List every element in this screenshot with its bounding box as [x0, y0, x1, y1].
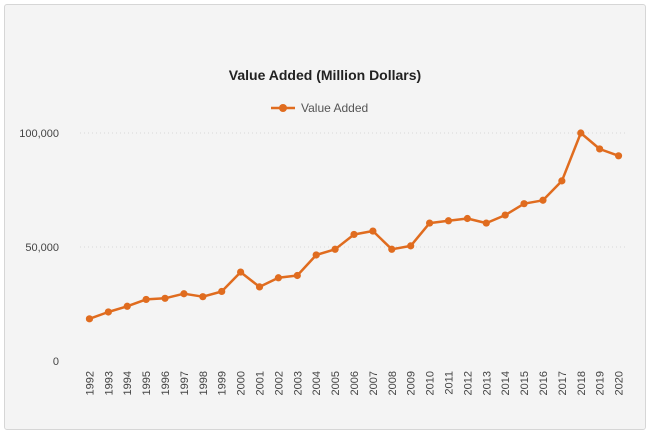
x-tick-label: 2015: [519, 371, 531, 395]
x-tick-label: 2001: [255, 371, 267, 395]
data-point[interactable]: [312, 251, 320, 259]
data-point[interactable]: [293, 271, 301, 280]
chart-title: Value Added (Million Dollars): [229, 67, 421, 83]
x-tick-label: 1998: [198, 371, 210, 395]
data-point[interactable]: [161, 294, 169, 302]
data-point[interactable]: [104, 308, 112, 316]
series-value-added: [85, 129, 623, 323]
data-point[interactable]: [614, 152, 623, 160]
data-point[interactable]: [218, 287, 226, 296]
data-point[interactable]: [237, 268, 245, 276]
x-tick-label: 1992: [84, 371, 96, 395]
data-point[interactable]: [123, 302, 131, 310]
x-tick-label: 2007: [368, 371, 380, 395]
x-tick-label: 2012: [462, 371, 474, 395]
data-point[interactable]: [180, 290, 188, 298]
data-point[interactable]: [369, 227, 377, 235]
x-tick-label: 2005: [330, 371, 342, 395]
y-axis-ticks: 0 50,000 100,000: [19, 128, 59, 368]
x-tick-label: 1994: [122, 371, 134, 395]
x-tick-label: 2004: [311, 371, 323, 395]
x-tick-label: 1996: [160, 371, 172, 395]
y-tick-label: 50,000: [25, 242, 59, 254]
chart-frame: Value Added (Million Dollars) Value Adde…: [4, 4, 646, 430]
x-tick-label: 1995: [141, 371, 153, 395]
x-tick-label: 2011: [443, 371, 455, 395]
data-point[interactable]: [520, 200, 528, 208]
x-tick-label: 1999: [217, 371, 229, 395]
x-tick-label: 2018: [576, 371, 588, 395]
gridlines: [80, 132, 628, 248]
data-point[interactable]: [331, 245, 339, 253]
x-tick-label: 2008: [387, 371, 399, 395]
data-point[interactable]: [463, 214, 471, 223]
data-point[interactable]: [482, 219, 490, 227]
x-tick-label: 2016: [538, 371, 550, 395]
x-axis-ticks: 1992 1993 1994 1995 1996 1997 1998 1999 2000 2001…: [84, 371, 625, 395]
data-point[interactable]: [577, 129, 585, 137]
data-point[interactable]: [444, 217, 453, 225]
series-line: [88, 131, 620, 320]
x-tick-label: 2020: [614, 371, 626, 395]
y-tick-label: 100,000: [19, 128, 59, 140]
x-tick-label: 2006: [349, 371, 361, 395]
x-tick-label: 1993: [103, 371, 115, 395]
data-point[interactable]: [85, 315, 94, 323]
x-tick-label: 2002: [273, 371, 285, 395]
x-tick-label: 2017: [557, 371, 569, 395]
data-point[interactable]: [255, 283, 264, 291]
x-tick-label: 2010: [425, 371, 437, 395]
legend[interactable]: Value Added: [271, 101, 368, 115]
legend-label: Value Added: [301, 101, 368, 115]
data-point[interactable]: [425, 219, 434, 227]
data-point[interactable]: [558, 177, 566, 185]
y-tick-label: 0: [53, 356, 59, 368]
data-point[interactable]: [142, 295, 150, 304]
data-point[interactable]: [501, 211, 509, 219]
x-tick-label: 1997: [179, 371, 191, 395]
x-tick-label: 2000: [236, 371, 248, 395]
data-point[interactable]: [199, 293, 207, 301]
x-tick-label: 2003: [292, 371, 304, 395]
data-point[interactable]: [596, 145, 604, 153]
data-point[interactable]: [388, 245, 396, 253]
x-tick-label: 2014: [500, 371, 512, 395]
x-tick-label: 2013: [481, 371, 493, 395]
line-chart: Value Added (Million Dollars) Value Adde…: [19, 67, 628, 395]
data-point[interactable]: [539, 196, 547, 204]
x-tick-label: 2009: [406, 371, 418, 395]
data-point[interactable]: [407, 242, 415, 250]
x-tick-label: 2019: [595, 371, 607, 395]
data-point[interactable]: [274, 274, 283, 282]
data-point[interactable]: [350, 230, 358, 239]
legend-marker: [279, 104, 287, 112]
